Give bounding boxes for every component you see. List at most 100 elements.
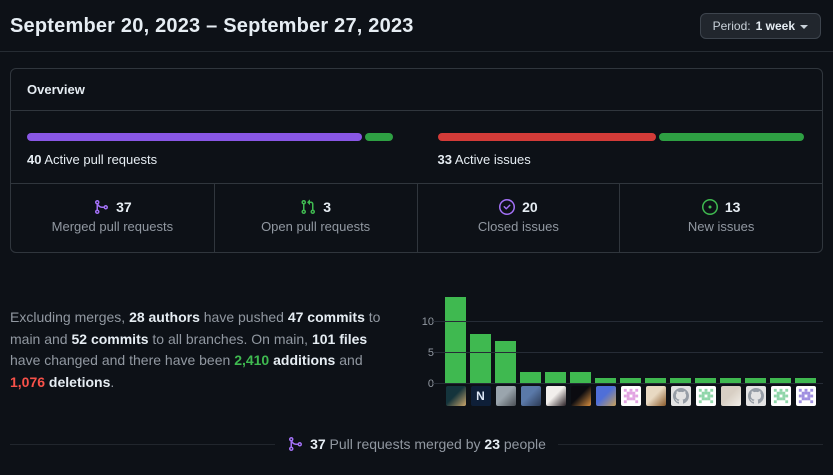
- git-pull-request-icon: [301, 199, 316, 215]
- active-pr-text: Active pull requests: [44, 152, 158, 167]
- issue-closed-icon: [499, 199, 516, 215]
- author-avatar[interactable]: [745, 386, 766, 406]
- chart-y-axis: 0 5 10: [417, 291, 437, 390]
- author-avatar[interactable]: [545, 386, 566, 406]
- closed-issues-label: Closed issues: [477, 219, 559, 234]
- summary-text: additions: [269, 352, 336, 368]
- author-avatar[interactable]: [720, 386, 741, 406]
- merged-summary: 37 Pull requests merged by 23 people: [275, 436, 558, 452]
- stat-new-issues[interactable]: 13 New issues: [619, 184, 822, 252]
- author-avatar[interactable]: [645, 386, 666, 406]
- author-avatar[interactable]: [620, 386, 641, 406]
- author-avatar[interactable]: [795, 386, 816, 406]
- active-pr-count: 40: [27, 152, 42, 167]
- author-avatar[interactable]: [670, 386, 691, 406]
- closed-issues-count: 20: [522, 199, 538, 215]
- chart-bar: [770, 377, 791, 384]
- y-tick-label: 10: [421, 316, 434, 328]
- chart-bar: [645, 377, 666, 384]
- summary-text: .: [110, 373, 115, 390]
- pull-requests-bar-block: 40 Active pull requests: [27, 133, 394, 167]
- author-avatar[interactable]: [570, 386, 591, 406]
- chevron-down-icon: [800, 24, 808, 29]
- people-text: people: [503, 436, 546, 452]
- chart-bar: [445, 297, 466, 384]
- summary-text: and: [335, 352, 363, 368]
- commits-per-author-chart: 0 5 10 N: [417, 291, 823, 406]
- overview-card-header: Overview: [11, 69, 822, 111]
- open-segment: [365, 133, 393, 141]
- author-avatar[interactable]: [695, 386, 716, 406]
- chart-bar: [545, 371, 566, 384]
- summary-text: have pushed: [199, 309, 288, 325]
- open-pr-count: 3: [323, 199, 332, 215]
- chart-bar: [745, 377, 766, 384]
- summary-text: to main and: [10, 309, 381, 347]
- chart-bar: [470, 334, 491, 384]
- divider-line: [10, 443, 276, 445]
- summary-text: 101 files: [311, 330, 368, 347]
- chart-bar: [795, 377, 816, 384]
- author-avatar[interactable]: [445, 386, 466, 406]
- overview-card: Overview 40 Active pull requests 33 Acti…: [10, 68, 823, 253]
- stat-closed-issues[interactable]: 20 Closed issues: [416, 184, 620, 252]
- stat-merged-pull-requests[interactable]: 37 Merged pull requests: [11, 184, 214, 252]
- summary-text: 2,410: [234, 352, 270, 368]
- summary-text: have changed and there have been: [10, 352, 235, 368]
- author-avatars-row: N: [417, 386, 823, 406]
- chart-bar: [520, 371, 541, 384]
- summary-text: Excluding merges,: [10, 309, 130, 325]
- chart-bar: [595, 377, 616, 384]
- merged-pr-label: Merged pull requests: [51, 219, 174, 234]
- y-tick-label: 5: [427, 347, 434, 359]
- author-avatar[interactable]: [595, 386, 616, 406]
- author-avatar[interactable]: [770, 386, 791, 406]
- summary-text: 1,076: [10, 373, 46, 390]
- summary-text: deletions: [45, 373, 111, 390]
- new-issues-count: 13: [724, 199, 741, 215]
- merged-footer-text: 37 Pull requests merged by 23 people: [310, 436, 546, 452]
- summary-text: 47 commits: [287, 309, 365, 325]
- gridline: [433, 352, 823, 353]
- author-avatar[interactable]: [495, 386, 516, 406]
- period-selector-button[interactable]: Period: 1 week: [699, 13, 821, 39]
- identicon: [620, 386, 641, 406]
- identicon: [770, 386, 791, 406]
- page-title: September 20, 2023 – September 27, 2023: [10, 14, 414, 37]
- stat-open-pull-requests[interactable]: 3 Open pull requests: [213, 184, 417, 252]
- chart-bar: [670, 377, 691, 384]
- chart-bar: [695, 377, 716, 384]
- octocat-icon: [745, 386, 766, 406]
- author-avatar[interactable]: [520, 386, 541, 406]
- people-count: 23: [484, 436, 500, 452]
- merged-text: Pull requests merged by: [329, 436, 481, 452]
- y-tick-label: 0: [427, 378, 434, 390]
- author-avatar[interactable]: N: [470, 386, 491, 406]
- chart-bar: [620, 377, 641, 384]
- divider-line: [557, 443, 823, 445]
- stats-row: 37 Merged pull requests 3 Open pull requ…: [11, 183, 822, 252]
- merged-pr-count: 37: [116, 199, 132, 215]
- gridline: [433, 383, 823, 384]
- identicon: [795, 386, 816, 406]
- chart-bar: [570, 371, 591, 384]
- new-issues-label: New issues: [687, 219, 755, 234]
- commit-summary: Excluding merges, 28 authors have pushed…: [10, 291, 414, 406]
- page-header: September 20, 2023 – September 27, 2023 …: [0, 0, 833, 52]
- merged-count: 37: [310, 436, 326, 452]
- period-label: Period:: [712, 19, 751, 33]
- active-issues-text: Active issues: [454, 152, 531, 167]
- merged-section-header: 37 Pull requests merged by 23 people: [10, 436, 823, 452]
- gridline: [433, 321, 823, 322]
- issue-opened-icon: [701, 199, 718, 215]
- active-issues-count: 33: [437, 152, 452, 167]
- git-merge-icon: [289, 437, 303, 452]
- chart-bar: [495, 340, 516, 384]
- pull-requests-bar-label: 40 Active pull requests: [27, 152, 394, 167]
- chart-bar: [720, 377, 741, 384]
- merged-segment: [27, 133, 363, 141]
- period-value: 1 week: [755, 19, 795, 33]
- issues-progress-bar: [437, 133, 804, 141]
- closed-segment: [437, 133, 656, 141]
